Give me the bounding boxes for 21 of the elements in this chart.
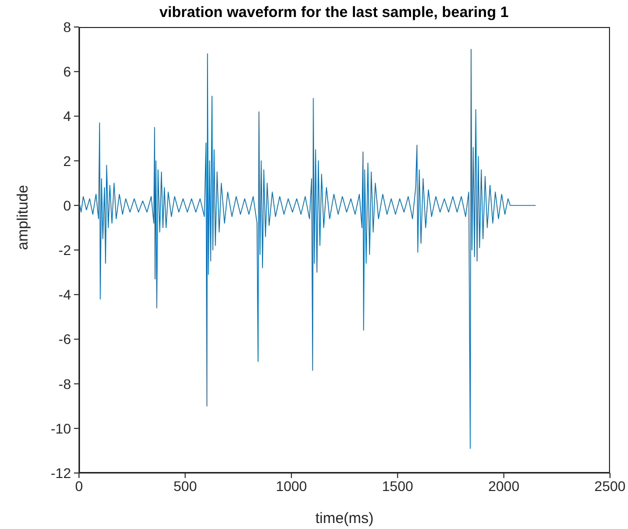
y-tick-label: -4 [58,286,72,303]
y-tick-label: 4 [63,108,72,124]
y-tick-label: -2 [58,242,72,258]
x-tick-label: 1000 [276,478,308,494]
x-tick-label: 0 [75,478,84,494]
x-tick-label: 2000 [488,478,520,494]
y-tick-label: -8 [58,376,72,392]
x-tick-label: 1500 [382,478,414,494]
y-tick-label: 2 [63,152,72,169]
chart-title: vibration waveform for the last sample, bearing 1 [159,4,509,21]
y-tick-label: 6 [63,64,72,80]
line-series [79,48,536,449]
x-tick-label: 2500 [594,478,626,494]
y-tick-label: -10 [50,420,72,436]
y-axis-title: amplitude [14,184,32,250]
y-tick-label: 8 [63,18,72,35]
x-axis-title: time(ms) [315,510,374,527]
x-tick-label: 500 [174,478,198,494]
y-tick-label: -6 [58,331,72,348]
y-tick-label: 0 [63,197,72,214]
y-tick-label: -12 [50,464,72,481]
